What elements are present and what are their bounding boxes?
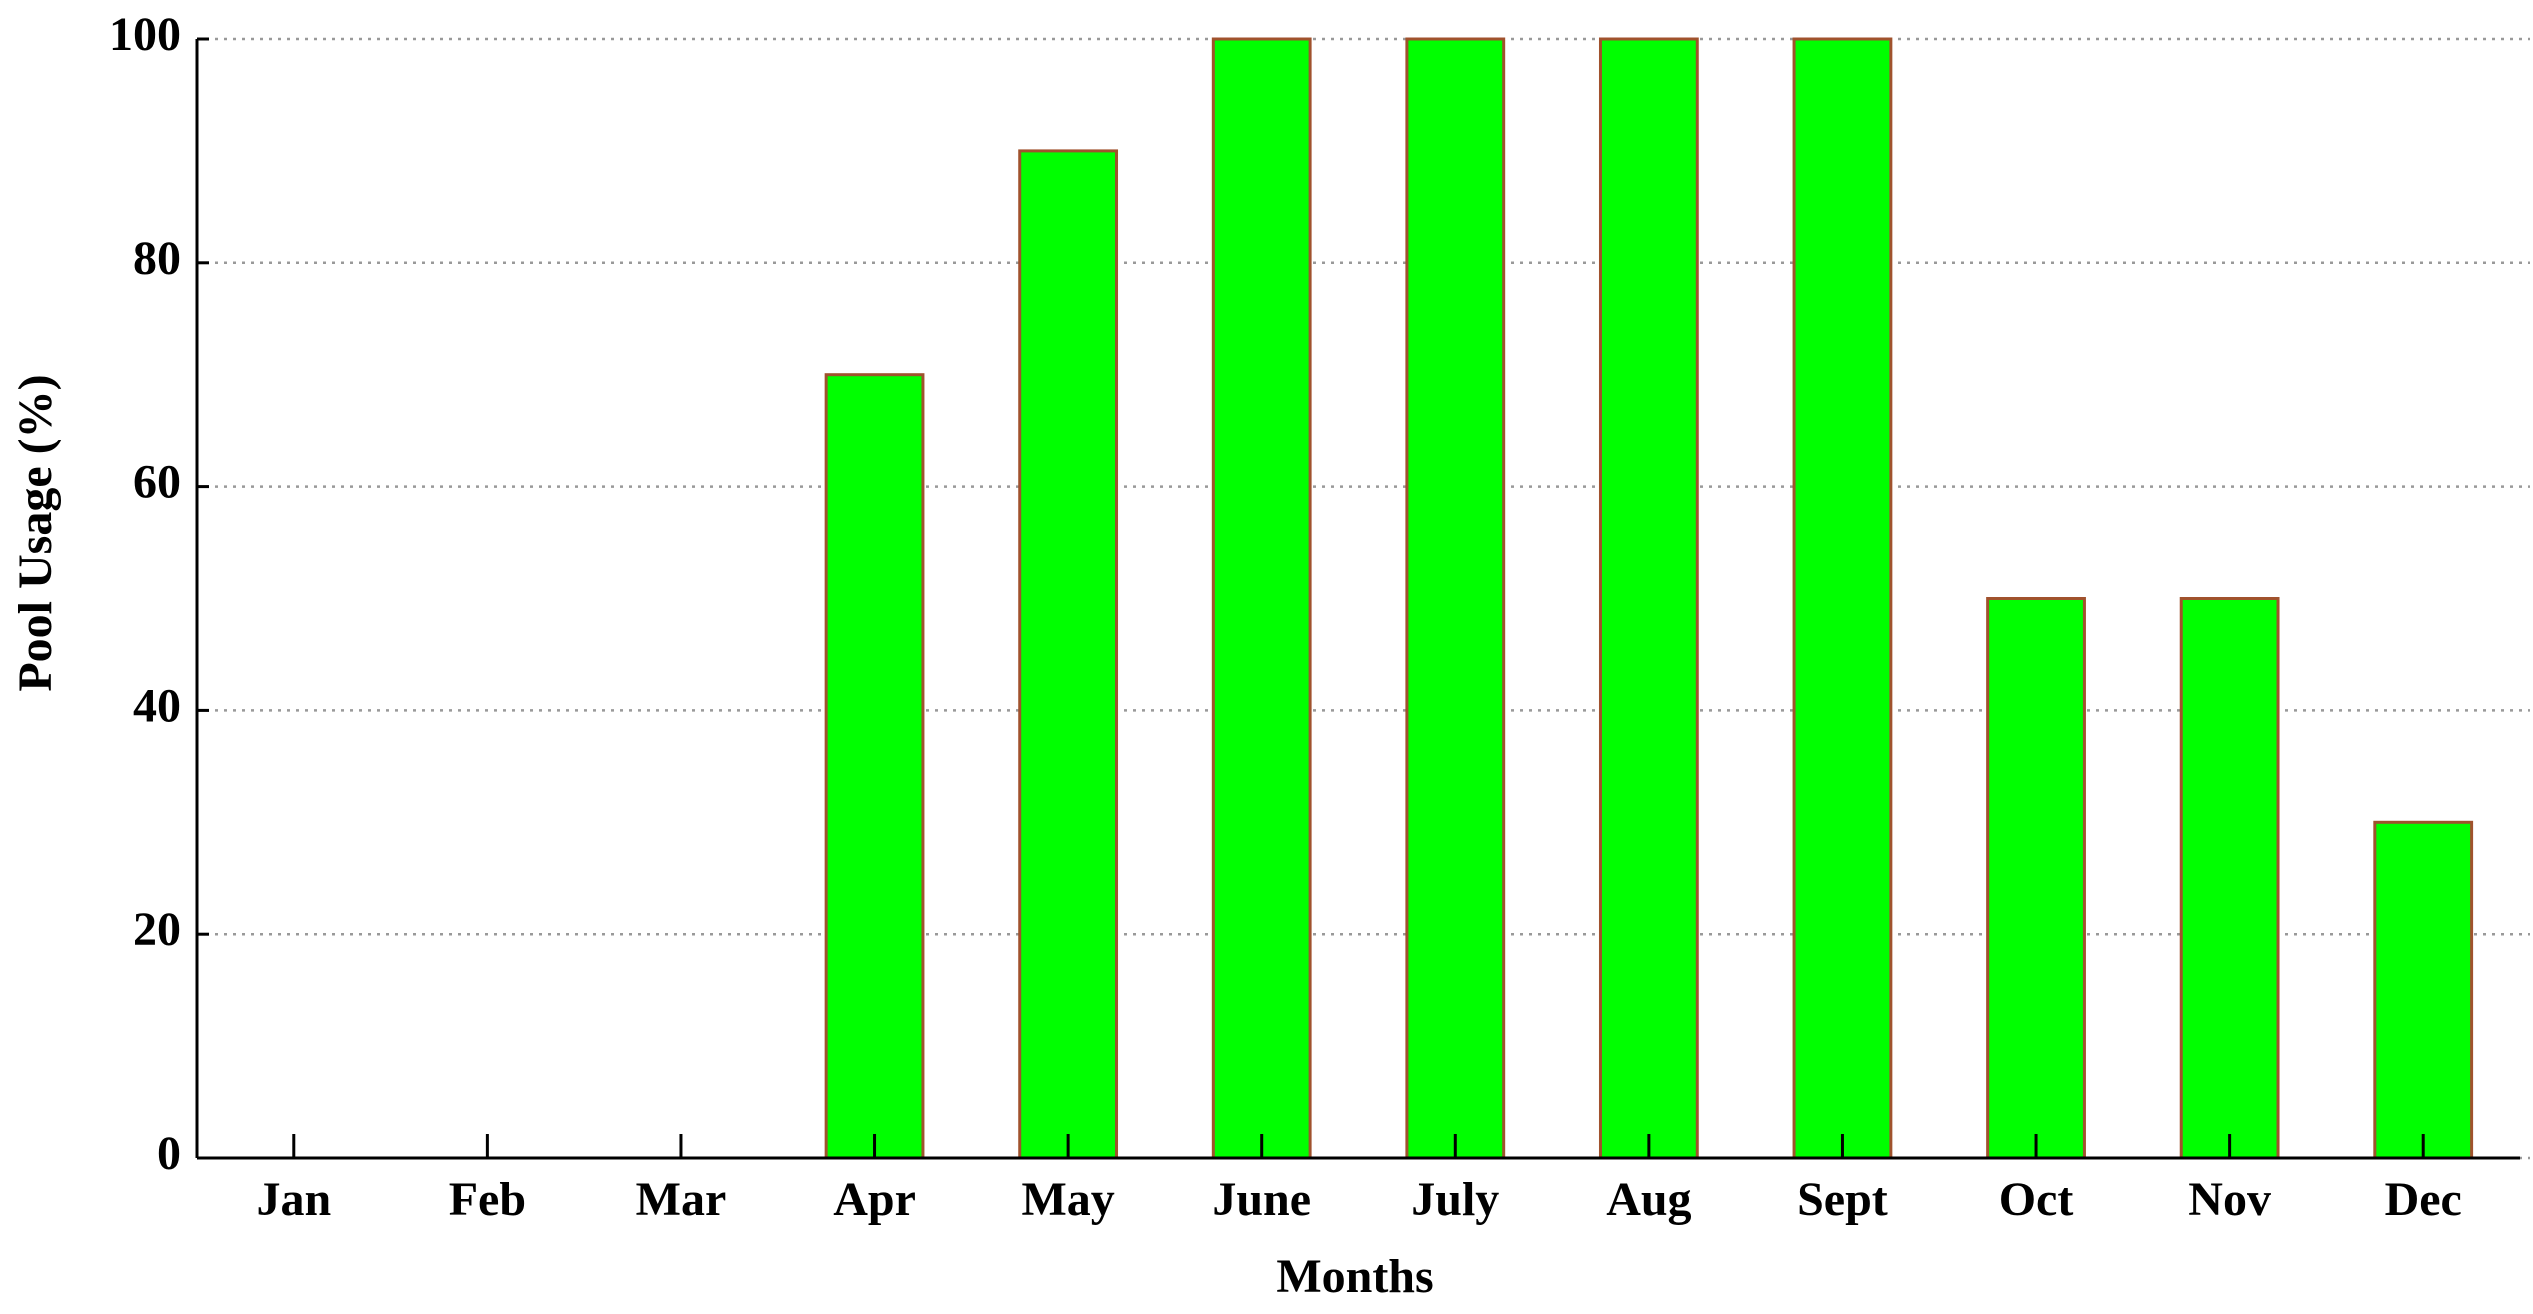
y-axis-label: Pool Usage (%) <box>9 374 62 691</box>
x-tick-label: Nov <box>2188 1173 2271 1226</box>
y-tick-label: 60 <box>133 456 181 509</box>
x-tick-label: Feb <box>449 1173 526 1226</box>
y-tick-label: 100 <box>109 8 181 61</box>
bar <box>1598 37 1699 1160</box>
y-tick-label: 0 <box>157 1127 181 1180</box>
x-tick-label: June <box>1212 1173 1311 1226</box>
x-tick-label: Mar <box>636 1173 727 1226</box>
bar <box>1405 37 1506 1160</box>
y-tick-label: 20 <box>133 903 181 956</box>
x-tick-label: Aug <box>1606 1173 1691 1226</box>
x-tick-label: Jan <box>256 1173 331 1226</box>
bar <box>2373 820 2474 1160</box>
bar <box>1792 37 1893 1160</box>
x-tick-label: Oct <box>1999 1173 2074 1226</box>
bar <box>824 373 925 1160</box>
bar <box>1018 149 1119 1160</box>
x-tick-label: July <box>1411 1173 1499 1226</box>
bar <box>2179 597 2280 1160</box>
bar <box>1211 37 1312 1160</box>
bar <box>1986 597 2086 1160</box>
y-tick-label: 80 <box>133 232 181 285</box>
x-tick-label: Dec <box>2385 1173 2462 1226</box>
y-tick-label: 40 <box>133 679 181 732</box>
x-tick-label: May <box>1021 1173 1114 1226</box>
x-tick-label: Apr <box>833 1173 916 1226</box>
x-tick-label: Sept <box>1797 1173 1888 1226</box>
x-axis-label: Months <box>1276 1250 1433 1303</box>
